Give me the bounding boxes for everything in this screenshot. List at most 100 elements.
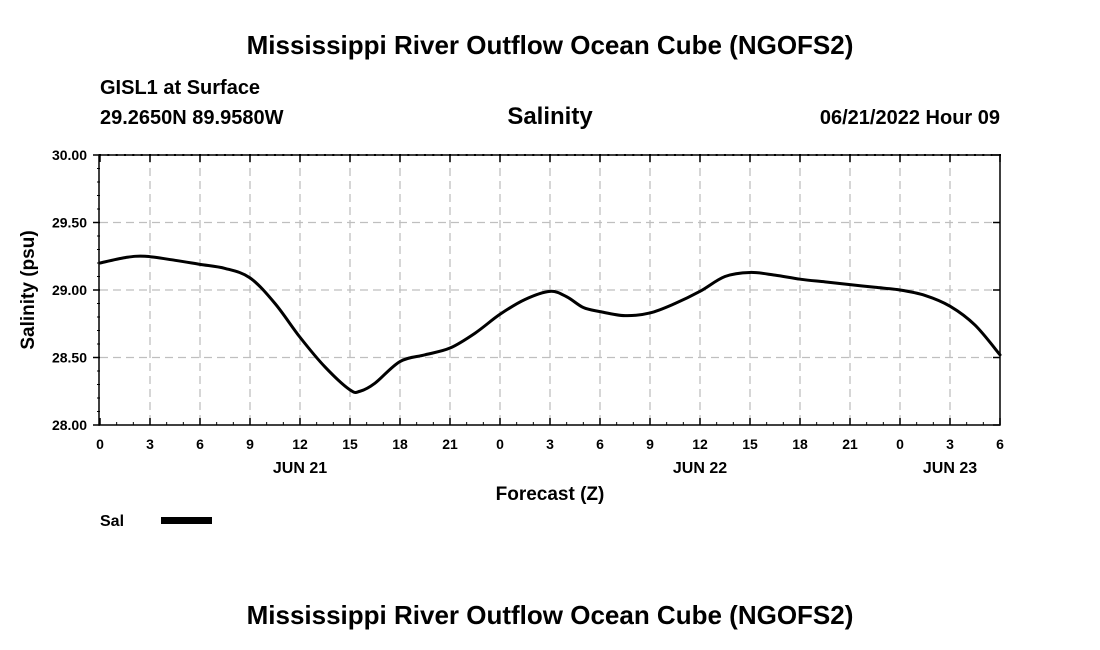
top-dot	[590, 154, 593, 156]
x-tick-label: 15	[342, 436, 358, 452]
top-dot	[432, 154, 435, 156]
top-dot	[515, 154, 518, 156]
top-dot	[507, 154, 510, 156]
top-dot	[624, 154, 626, 156]
station-coordinates: 29.2650N 89.9580W	[100, 107, 284, 129]
top-dot	[882, 154, 885, 156]
date-labels: JUN 21 JUN 22 JUN 23	[273, 460, 977, 477]
x-tick-label: 9	[246, 436, 254, 452]
top-dot	[182, 154, 185, 156]
top-dot	[690, 154, 693, 156]
top-dot	[415, 154, 418, 156]
chart-title: Salinity	[507, 103, 593, 130]
top-dot	[724, 154, 726, 156]
top-dot	[932, 154, 935, 156]
top-dot	[357, 154, 360, 156]
axis-ticks	[93, 154, 1001, 426]
top-dot	[557, 154, 560, 156]
top-dot	[374, 154, 376, 156]
y-tick-label: 28.50	[52, 350, 87, 366]
top-dot	[307, 154, 310, 156]
top-dot	[440, 154, 443, 156]
top-dot	[457, 154, 460, 156]
top-dot	[990, 154, 993, 156]
station-label: GISL1 at Surface	[100, 77, 260, 99]
top-dot	[532, 154, 535, 156]
top-dot	[740, 154, 743, 156]
top-dot	[257, 154, 260, 156]
top-dot	[224, 154, 226, 156]
top-dot	[574, 154, 576, 156]
top-dot	[865, 154, 868, 156]
top-dot	[915, 154, 918, 156]
top-dot	[890, 154, 893, 156]
y-tick-label: 30.00	[52, 147, 87, 163]
top-dot	[240, 154, 243, 156]
top-dot	[140, 154, 143, 156]
series-layer	[98, 254, 1002, 395]
top-dot	[957, 154, 960, 156]
top-dot	[565, 154, 568, 156]
top-dot	[490, 154, 493, 156]
x-tick-label: 3	[946, 436, 954, 452]
top-dot	[815, 154, 818, 156]
top-dot	[424, 154, 426, 156]
top-dot	[732, 154, 735, 156]
top-dot	[332, 154, 335, 156]
top-dot	[382, 154, 385, 156]
y-axis-title: Salinity (psu)	[18, 230, 39, 349]
x-axis-title: Forecast (Z)	[496, 484, 605, 505]
top-dot	[207, 154, 210, 156]
top-dot	[715, 154, 718, 156]
y-tick-label: 28.00	[52, 417, 87, 433]
top-dot	[857, 154, 860, 156]
date-label: JUN 22	[673, 460, 727, 477]
top-dot	[832, 154, 835, 156]
x-tick-label: 18	[392, 436, 408, 452]
top-dot	[782, 154, 785, 156]
top-dot	[174, 154, 176, 156]
top-dot	[982, 154, 985, 156]
top-dot	[790, 154, 793, 156]
top-dot	[407, 154, 410, 156]
top-dot	[324, 154, 326, 156]
top-dot	[482, 154, 485, 156]
top-dot	[840, 154, 843, 156]
y-tick-label: 29.00	[52, 282, 87, 298]
x-tick-label: 6	[996, 436, 1004, 452]
x-tick-label: 0	[496, 436, 504, 452]
x-tick-label: 0	[896, 436, 904, 452]
top-dot	[874, 154, 876, 156]
x-tick-label: 3	[546, 436, 554, 452]
top-dot	[165, 154, 168, 156]
top-dot	[390, 154, 393, 156]
top-dot	[765, 154, 768, 156]
top-dot	[474, 154, 476, 156]
top-dot	[282, 154, 285, 156]
x-tick-label: 3	[146, 436, 154, 452]
top-dot	[365, 154, 368, 156]
top-dot	[807, 154, 810, 156]
date-label: JUN 23	[923, 460, 977, 477]
top-dot	[657, 154, 660, 156]
top-dot	[757, 154, 760, 156]
top-dot	[124, 154, 126, 156]
top-dot	[215, 154, 218, 156]
series-line-sal	[98, 254, 1002, 395]
top-dot	[315, 154, 318, 156]
forecast-timestamp: 06/21/2022 Hour 09	[820, 107, 1000, 129]
date-label: JUN 21	[273, 460, 327, 477]
top-dot	[824, 154, 826, 156]
top-dot	[524, 154, 526, 156]
top-dot	[132, 154, 135, 156]
top-dot	[232, 154, 235, 156]
top-dot	[965, 154, 968, 156]
x-tick-label: 21	[442, 436, 458, 452]
top-dot	[924, 154, 926, 156]
top-dot	[632, 154, 635, 156]
top-dot	[607, 154, 610, 156]
top-dot	[465, 154, 468, 156]
x-tick-labels: 0 3 6 9 12 15 18 21 0 3 6 9 12 15 18 21 0 3 6	[96, 436, 1004, 452]
top-dot	[674, 154, 676, 156]
